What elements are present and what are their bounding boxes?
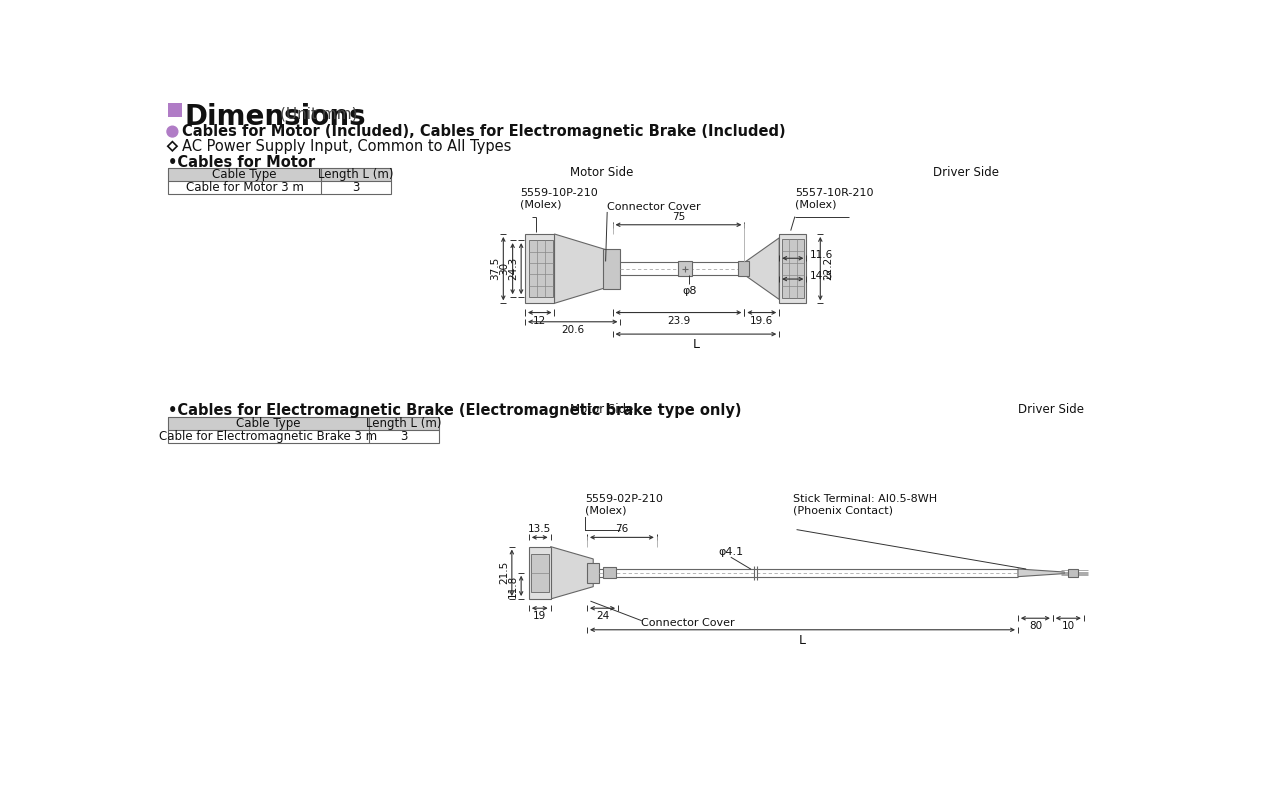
Text: 3: 3 (401, 430, 408, 444)
Text: 19: 19 (534, 611, 547, 622)
Text: Cable Type: Cable Type (237, 417, 301, 430)
Polygon shape (745, 238, 780, 300)
Text: 5559-10P-210
(Molex): 5559-10P-210 (Molex) (521, 188, 598, 209)
Text: Cable for Motor 3 m: Cable for Motor 3 m (186, 181, 303, 194)
Text: 13.5: 13.5 (529, 524, 552, 534)
Bar (603, 249, 621, 289)
Bar (529, 547, 550, 599)
Bar (588, 563, 599, 583)
Bar (168, 168, 390, 194)
Bar (168, 103, 182, 117)
Text: Driver Side: Driver Side (1019, 403, 1084, 416)
Text: L: L (692, 338, 699, 351)
Bar (529, 240, 553, 297)
Text: 12: 12 (534, 316, 547, 326)
Text: Connector Cover: Connector Cover (641, 619, 735, 628)
Text: 24.3: 24.3 (508, 257, 518, 281)
Text: •Cables for Electromagnetic Brake (Electromagnetic brake type only): •Cables for Electromagnetic Brake (Elect… (168, 403, 741, 418)
Text: Cables for Motor (Included), Cables for Electromagnetic Brake (Included): Cables for Motor (Included), Cables for … (182, 124, 786, 139)
Bar (780, 234, 806, 304)
Text: •Cables for Motor: •Cables for Motor (168, 156, 315, 170)
Text: 11.6: 11.6 (809, 250, 833, 260)
Text: Cable for Electromagnetic Brake 3 m: Cable for Electromagnetic Brake 3 m (160, 430, 378, 444)
Text: 5557-10R-210
(Molex): 5557-10R-210 (Molex) (795, 188, 873, 209)
Text: Length L (m): Length L (m) (366, 417, 442, 430)
Text: 80: 80 (1029, 622, 1042, 631)
Text: Driver Side: Driver Side (933, 165, 998, 179)
Text: φ4.1: φ4.1 (718, 548, 744, 557)
Text: 11.8: 11.8 (508, 574, 518, 598)
Text: AC Power Supply Input, Common to All Types: AC Power Supply Input, Common to All Typ… (182, 138, 511, 153)
Text: Motor Side: Motor Side (570, 403, 634, 416)
Bar (168, 417, 439, 444)
Polygon shape (554, 234, 613, 304)
Text: 20.6: 20.6 (561, 325, 584, 335)
Bar (678, 261, 692, 277)
Bar (739, 261, 749, 277)
Bar (525, 234, 554, 304)
Text: 19.6: 19.6 (750, 316, 773, 326)
Text: φ8: φ8 (682, 285, 696, 296)
Bar (603, 568, 616, 578)
Text: 23.9: 23.9 (667, 316, 690, 326)
Bar (782, 239, 804, 298)
Bar (168, 168, 390, 181)
Polygon shape (1018, 569, 1065, 576)
Text: 76: 76 (616, 524, 628, 534)
Text: Cable Type: Cable Type (212, 168, 276, 180)
Text: 21.5: 21.5 (499, 561, 508, 584)
Circle shape (166, 126, 178, 137)
Text: Motor Side: Motor Side (570, 165, 634, 179)
Bar (168, 417, 439, 430)
Text: L: L (799, 634, 806, 646)
Polygon shape (550, 547, 593, 599)
Bar (1069, 569, 1078, 576)
Text: Dimensions: Dimensions (184, 103, 366, 131)
Text: Connector Cover: Connector Cover (607, 203, 701, 212)
Bar (531, 553, 549, 592)
Text: Stick Terminal: AI0.5-8WH
(Phoenix Contact): Stick Terminal: AI0.5-8WH (Phoenix Conta… (794, 494, 937, 516)
Text: 10: 10 (1061, 622, 1075, 631)
Text: (Unit mm): (Unit mm) (280, 107, 357, 121)
Text: 22.2: 22.2 (823, 257, 833, 281)
Text: 5559-02P-210
(Molex): 5559-02P-210 (Molex) (585, 494, 663, 516)
Text: Length L (m): Length L (m) (319, 168, 394, 180)
Text: 30: 30 (499, 262, 509, 275)
Text: 3: 3 (352, 181, 360, 194)
Text: 75: 75 (672, 211, 685, 222)
Text: 37.5: 37.5 (490, 257, 500, 281)
Text: 24: 24 (596, 611, 609, 622)
Text: 14.5: 14.5 (809, 270, 833, 281)
